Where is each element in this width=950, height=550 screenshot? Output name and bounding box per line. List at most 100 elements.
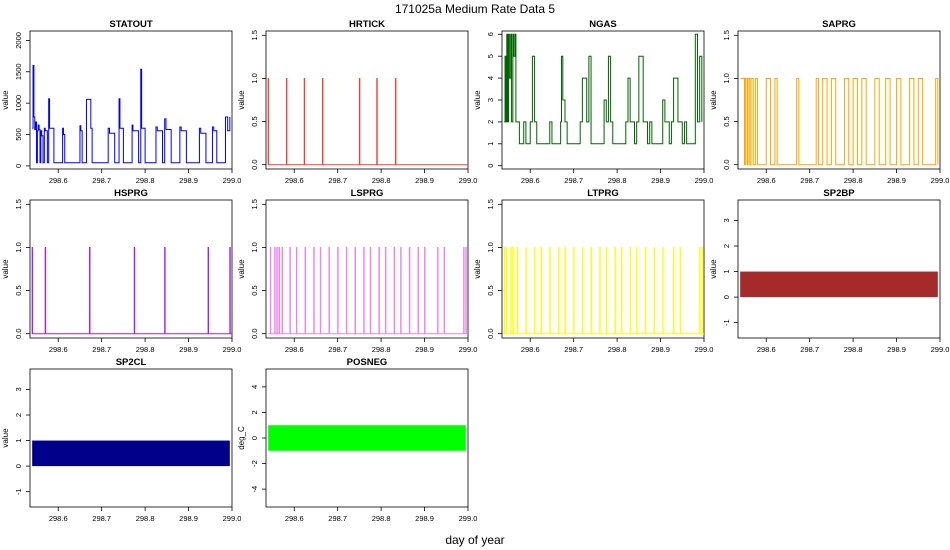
y-tick-label: 1.0 <box>250 73 259 83</box>
y-tick-label: 3 <box>486 98 495 102</box>
panel-lsprg: LSPRG value 298.6 298.7 298.8 298.9 299.0 0.0 0.… <box>237 188 477 354</box>
x-tick-label: 298.6 <box>285 176 304 185</box>
x-tick-label: 299.0 <box>931 345 950 354</box>
x-tick-label: 298.7 <box>92 514 111 523</box>
y-tick-label: 1.5 <box>14 199 23 209</box>
panel-sp2cl: SP2CL value 298.6 298.7 298.8 298.9 299.0 -1 0 1 2… <box>1 357 241 523</box>
y-axis-label: value <box>709 259 718 279</box>
plot-frame <box>265 199 469 339</box>
series-hrtick <box>267 77 468 166</box>
y-axis-label: value <box>1 90 10 110</box>
x-tick-label: 298.9 <box>651 345 670 354</box>
panel-title: HSPRG <box>114 188 148 199</box>
x-tick-label: 298.7 <box>328 345 347 354</box>
y-tick-label: 0.0 <box>14 328 23 338</box>
plot-frame <box>265 30 469 170</box>
series-statout <box>32 65 231 164</box>
x-tick-label: 298.9 <box>179 514 198 523</box>
y-tick-label: 0.5 <box>486 285 495 295</box>
x-tick-label: 299.0 <box>223 345 242 354</box>
x-tick-label: 298.8 <box>136 176 155 185</box>
series-line <box>740 77 939 166</box>
y-tick-label: 0.0 <box>250 159 259 169</box>
x-tick-label: 298.7 <box>328 176 347 185</box>
series-saprg <box>740 77 939 166</box>
x-tick-label: 298.8 <box>844 345 863 354</box>
x-tick-label: 298.9 <box>179 176 198 185</box>
y-tick-label: 0.0 <box>486 328 495 338</box>
y-tick-label: 1.0 <box>14 242 23 252</box>
y-tick-label: 0 <box>486 164 495 168</box>
y-tick-label: 6 <box>486 32 495 36</box>
plot-frame <box>501 199 705 339</box>
x-tick-label: 298.8 <box>844 176 863 185</box>
panel-title: LSPRG <box>351 188 384 199</box>
y-tick-label: -4 <box>250 486 259 493</box>
x-tick-label: 298.6 <box>285 514 304 523</box>
band <box>740 271 938 298</box>
y-tick-label: 4 <box>250 385 259 389</box>
plot-frame <box>737 30 941 170</box>
panel-title: NGAS <box>589 19 616 30</box>
x-tick-label: 299.0 <box>931 176 950 185</box>
x-tick-label: 299.0 <box>695 345 714 354</box>
series-ngas <box>504 33 703 145</box>
series-sp2bp <box>740 271 938 298</box>
x-tick-label: 298.8 <box>372 514 391 523</box>
x-tick-label: 298.8 <box>372 176 391 185</box>
y-tick-label: 1.5 <box>250 199 259 209</box>
x-tick-label: 298.9 <box>415 514 434 523</box>
x-tick-label: 298.6 <box>49 514 68 523</box>
series-line <box>32 65 231 164</box>
y-axis-label: value <box>237 90 246 110</box>
y-tick-label: 1.5 <box>250 30 259 40</box>
y-axis-label: deg_C <box>237 426 246 450</box>
panel-title: SP2CL <box>116 357 147 368</box>
y-tick-label: 1.0 <box>486 242 495 252</box>
y-tick-label: 2 <box>486 120 495 124</box>
x-tick-label: 298.6 <box>521 345 540 354</box>
y-tick-label: 4 <box>486 76 495 80</box>
y-axis-label: value <box>473 90 482 110</box>
y-axis-label: value <box>473 259 482 279</box>
x-tick-label: 299.0 <box>459 514 478 523</box>
y-tick-label: 500 <box>14 128 23 141</box>
x-tick-label: 298.6 <box>49 176 68 185</box>
x-tick-label: 299.0 <box>223 176 242 185</box>
series-posneg <box>268 425 466 451</box>
band <box>268 425 466 451</box>
series-line <box>268 246 468 335</box>
plot-frame <box>29 30 233 170</box>
x-tick-label: 298.8 <box>608 176 627 185</box>
x-tick-label: 298.9 <box>415 176 434 185</box>
series-line <box>503 246 704 335</box>
x-tick-label: 298.9 <box>651 176 670 185</box>
y-tick-label: 1.0 <box>250 242 259 252</box>
panel-posneg: POSNEG deg_C 298.6 298.7 298.8 298.9 299.0 -4 -2… <box>237 357 477 523</box>
x-tick-label: 298.9 <box>887 176 906 185</box>
x-tick-label: 298.7 <box>92 176 111 185</box>
y-tick-label: 1.0 <box>722 73 731 83</box>
y-tick-label: 0.5 <box>250 116 259 126</box>
x-tick-label: 298.7 <box>564 176 583 185</box>
y-tick-label: 0 <box>722 295 731 299</box>
y-tick-label: 0.5 <box>14 285 23 295</box>
panel-sp2bp: SP2BP value 298.6 298.7 298.8 298.9 299.0 -1 0 1 2… <box>709 188 949 354</box>
x-tick-label: 298.6 <box>757 345 776 354</box>
series-line <box>504 33 703 145</box>
y-tick-label: 1 <box>722 269 731 273</box>
panel-title: SP2BP <box>823 188 855 199</box>
x-tick-label: 299.0 <box>223 514 242 523</box>
x-tick-label: 298.8 <box>608 345 627 354</box>
x-tick-label: 299.0 <box>459 345 478 354</box>
x-tick-label: 298.8 <box>136 345 155 354</box>
series-hsprg <box>31 246 232 335</box>
y-tick-label: 0.5 <box>250 285 259 295</box>
x-tick-label: 298.7 <box>564 345 583 354</box>
plot-frame <box>29 199 233 339</box>
x-tick-label: 298.8 <box>372 345 391 354</box>
x-tick-label: 298.6 <box>285 345 304 354</box>
y-tick-label: 1500 <box>14 63 23 80</box>
figure-title: 171025a Medium Rate Data 5 <box>395 2 555 16</box>
